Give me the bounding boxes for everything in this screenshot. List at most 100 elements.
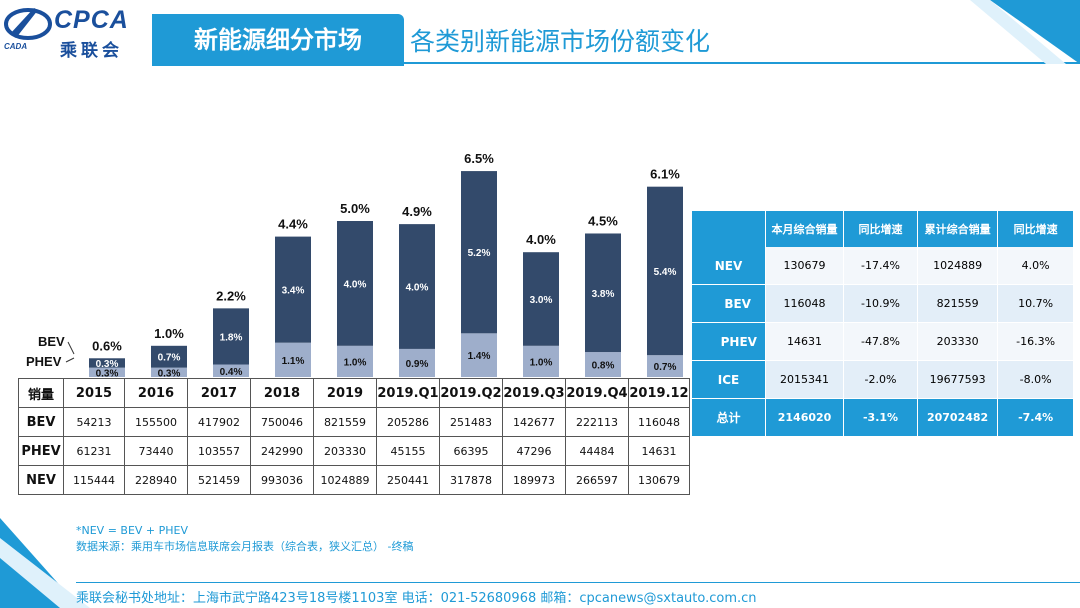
cpca-logo: CPCA CADA 乘联会 [0,0,150,64]
column-header: 2019.12 [628,378,690,408]
summary-cell: 4.0% [998,247,1074,285]
label-phev-2015: 0.3% [96,368,119,379]
column-header: 2019.Q2 [439,378,503,408]
table-cell: 66395 [439,436,503,466]
label-phev-2019.Q2: 1.4% [468,351,491,362]
sales-volume-table: 销量 2015 2016 2017 2018 2019 2019.Q1 2019… [18,378,690,495]
table-cell: 250441 [376,465,440,495]
label-bev-2019.Q3: 3.0% [530,295,553,306]
label-total-2019.Q4: 4.5% [588,213,618,228]
label-bev-2016: 0.7% [158,353,181,364]
column-header: 2019.Q3 [502,378,566,408]
table-cell: 251483 [439,407,503,437]
bar-phev-2019.Q4 [585,352,621,377]
title-tab-background [152,14,404,66]
label-bev-2017: 1.8% [220,332,243,343]
label-total-2019.Q1: 4.9% [402,204,432,219]
column-header: 2015 [63,378,125,408]
table-cell: 821559 [313,407,377,437]
label-phev-2017: 0.4% [220,367,243,378]
summary-row: NEV 130679 -17.4% 1024889 4.0% [692,247,1074,285]
label-bev-2019.Q2: 5.2% [468,248,491,259]
corner-decoration-top-right [970,0,1080,64]
label-total-2019.12: 6.1% [650,167,680,182]
column-header: 2018 [250,378,314,408]
column-header: 2019.Q1 [376,378,440,408]
table-cell: 417902 [187,407,251,437]
table-cell: 521459 [187,465,251,495]
label-phev-2018: 1.1% [282,356,305,367]
table-cell: 189973 [502,465,566,495]
summary-row-header-phev: PHEV [692,323,766,361]
summary-cell: -2.0% [844,361,918,399]
data-source-note: 数据来源：乘用车市场信息联席会月报表（综合表，狭义汇总） -终稿 [76,540,414,553]
table-row: NEV 115444 228940 521459 993036 1024889 … [18,465,690,495]
table-cell: 45155 [376,436,440,466]
summary-row: PHEV 14631 -47.8% 203330 -16.3% [692,323,1074,361]
logo-cn-text: 乘联会 [60,41,123,61]
summary-column-header: 同比增速 [998,211,1074,247]
column-header: 2019 [313,378,377,408]
corner-decoration-bottom-left [0,518,90,608]
label-total-2019.Q3: 4.0% [526,232,556,247]
footer-contact: 乘联会秘书处地址：上海市武宁路423号18号楼1103室 电话：021-5268… [76,591,757,606]
bar-phev-2019.Q1 [399,348,435,377]
table-cell: 61231 [63,436,125,466]
summary-cell: 2146020 [765,399,845,437]
summary-cell: 116048 [765,285,845,323]
legend-label-bev: BEV [38,334,65,349]
bar-bev-2019 [337,221,373,346]
table-cell: 993036 [250,465,314,495]
table-cell: 103557 [187,436,251,466]
table-cell: 44484 [565,436,629,466]
row-header-nev: NEV [18,465,64,495]
table-cell: 317878 [439,465,503,495]
table-cell: 14631 [628,436,690,466]
table-cell: 203330 [313,436,377,466]
summary-cell: -3.1% [844,399,918,437]
bar-phev-2017 [213,364,249,377]
label-phev-2019: 1.0% [344,357,367,368]
table-cell: 115444 [63,465,125,495]
bar-bev-2019.Q1 [399,224,435,349]
column-header: 2017 [187,378,251,408]
logo-swoosh-icon [4,8,52,40]
summary-column-header: 本月综合销量 [765,211,845,247]
summary-cell: 10.7% [998,285,1074,323]
table-cell: 222113 [565,407,629,437]
summary-cell: 20702482 [917,399,999,437]
footer-divider [76,582,1080,583]
header-divider [404,62,1080,64]
label-phev-2019.12: 0.7% [654,362,677,373]
summary-cell: 19677593 [917,361,999,399]
summary-cell: 203330 [917,323,999,361]
label-bev-2019.Q4: 3.8% [592,289,615,300]
legend-pointer-bev [67,341,75,355]
summary-header-row: 本月综合销量 同比增速 累计综合销量 同比增速 [692,211,1074,247]
table-cell: 142677 [502,407,566,437]
table-cell: 750046 [250,407,314,437]
bar-phev-2019.Q2 [461,333,497,377]
summary-row-header-bev: BEV [692,285,766,323]
bar-phev-2015 [89,367,125,377]
label-total-2019: 5.0% [340,201,370,216]
label-total-2019.Q2: 6.5% [464,151,494,166]
summary-corner [692,211,766,247]
column-header: 2016 [124,378,188,408]
bar-bev-2019.Q4 [585,233,621,353]
table-cell: 73440 [124,436,188,466]
label-total-2016: 1.0% [154,326,184,341]
label-phev-2019.Q3: 1.0% [530,357,553,368]
label-total-2018: 4.4% [278,217,308,232]
bar-bev-2016 [151,345,187,368]
table-row: PHEV 61231 73440 103557 242990 203330 45… [18,436,690,466]
bar-phev-2019 [337,345,373,377]
table-cell: 1024889 [313,465,377,495]
bar-bev-2015 [89,358,125,368]
summary-total-row: 总计 2146020 -3.1% 20702482 -7.4% [692,399,1074,437]
summary-cell: 130679 [765,247,845,285]
table-cell: 116048 [628,407,690,437]
label-bev-2019: 4.0% [344,279,367,290]
label-phev-2016: 0.3% [158,368,181,379]
label-bev-2019.12: 5.4% [654,267,677,278]
